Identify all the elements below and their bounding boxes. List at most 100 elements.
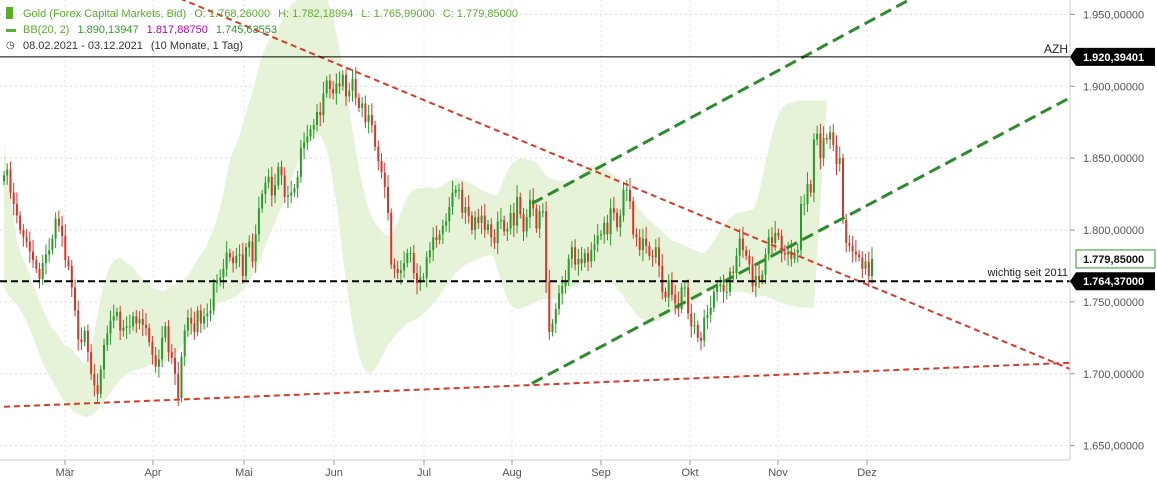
candle-body [800, 204, 802, 251]
azh-price-tag [1070, 47, 1155, 66]
candle-body [480, 215, 483, 223]
candle-body [693, 324, 696, 327]
candle-body [519, 196, 522, 215]
candle-body [438, 234, 441, 241]
candle-body [261, 194, 264, 209]
candle-body [561, 286, 564, 294]
candle-body [296, 176, 299, 189]
bb-mid-value: 1.817,88750 [146, 24, 208, 36]
candle-body [115, 311, 118, 317]
line-icon: ▬ [6, 24, 16, 35]
candle-body [25, 237, 28, 242]
close-label: C: [442, 8, 454, 20]
x-tick-label: Apr [144, 467, 161, 479]
candle-body [103, 345, 105, 370]
candles [3, 67, 873, 406]
candle-body [374, 125, 377, 147]
candle-body [148, 327, 151, 343]
candle-body [119, 311, 122, 331]
candle-body [428, 250, 431, 258]
trendline-channel-upper [531, 0, 913, 205]
candle-body [609, 208, 612, 235]
candle-body [225, 253, 228, 269]
candle-body [864, 261, 867, 269]
candle-body [190, 317, 193, 324]
candle-body [641, 238, 644, 251]
candle-body [570, 247, 573, 259]
candle-body [6, 169, 9, 176]
candle-body [632, 201, 635, 235]
candle-body [496, 221, 499, 243]
bollinger-band [4, 0, 827, 417]
candle-body [186, 317, 189, 331]
legend-instrument-row: █ Gold (Forex Capital Markets, Bid) O: 1… [6, 6, 518, 22]
candle-body [167, 326, 170, 353]
candle-body [499, 219, 502, 222]
y-tick-label: 1.900,00000 [1083, 81, 1144, 93]
trendlines [3, 0, 1071, 408]
candle-body [477, 217, 480, 223]
candle-body [596, 235, 599, 245]
candle-body [825, 138, 828, 140]
period: (10 Monate, 1 Tag) [150, 40, 244, 52]
candle-body [787, 251, 790, 255]
open-value: 1.768,26000 [208, 8, 271, 20]
candle-body [399, 270, 402, 274]
candle-body [396, 268, 399, 274]
candle-body [238, 254, 241, 256]
open-label: O: [194, 8, 206, 20]
candle-body [548, 281, 551, 333]
candle-body [645, 238, 648, 246]
candle-body [274, 185, 276, 196]
candle-body [354, 79, 357, 98]
candle-body [270, 176, 273, 196]
candle-body [90, 352, 93, 374]
candle-body [206, 313, 209, 317]
candle-body [574, 247, 577, 265]
candle-body [383, 172, 386, 187]
trendline-channel-lower [531, 96, 1071, 385]
candle-body [232, 257, 235, 264]
bb-label: BB(20, 2) [23, 24, 70, 36]
candle-body [448, 207, 451, 222]
candle-body [761, 274, 764, 281]
candle-body [587, 253, 589, 262]
candle-body [51, 238, 54, 251]
azh-price-tag-label: 1.920,39401 [1083, 52, 1144, 64]
current-price-tag [1070, 249, 1155, 268]
candle-body [525, 217, 528, 232]
candle-body [280, 166, 283, 176]
candle-body [458, 189, 460, 191]
candle-body [529, 199, 531, 218]
candle-body [161, 337, 164, 360]
candle-body [67, 260, 70, 266]
candle-body [57, 218, 60, 226]
candle-body [199, 310, 202, 324]
candle-body [483, 215, 486, 230]
candle-body [490, 224, 493, 238]
candle-body [222, 268, 225, 278]
candle-body [793, 253, 796, 259]
candle-body [516, 196, 519, 226]
candle-body [732, 271, 735, 274]
candle-body [264, 182, 267, 195]
candle-body [670, 280, 673, 295]
y-tick-label: 1.800,00000 [1083, 225, 1144, 237]
candle-body [338, 83, 341, 87]
candle-body [600, 234, 602, 236]
candle-body [838, 158, 841, 164]
candle-body [335, 83, 338, 94]
x-tick-label: Jun [325, 467, 343, 479]
candle-body [219, 277, 222, 281]
candle-body [15, 204, 18, 216]
candle-body [406, 253, 409, 264]
candle-body [122, 327, 125, 331]
candle-body [603, 222, 606, 235]
candle-body [70, 265, 73, 288]
current-price-tag-label: 1.779,85000 [1083, 254, 1144, 266]
candle-body [690, 313, 693, 327]
candle-body [845, 219, 848, 243]
candle-body [700, 337, 702, 341]
x-tick-label: Mär [56, 467, 75, 479]
